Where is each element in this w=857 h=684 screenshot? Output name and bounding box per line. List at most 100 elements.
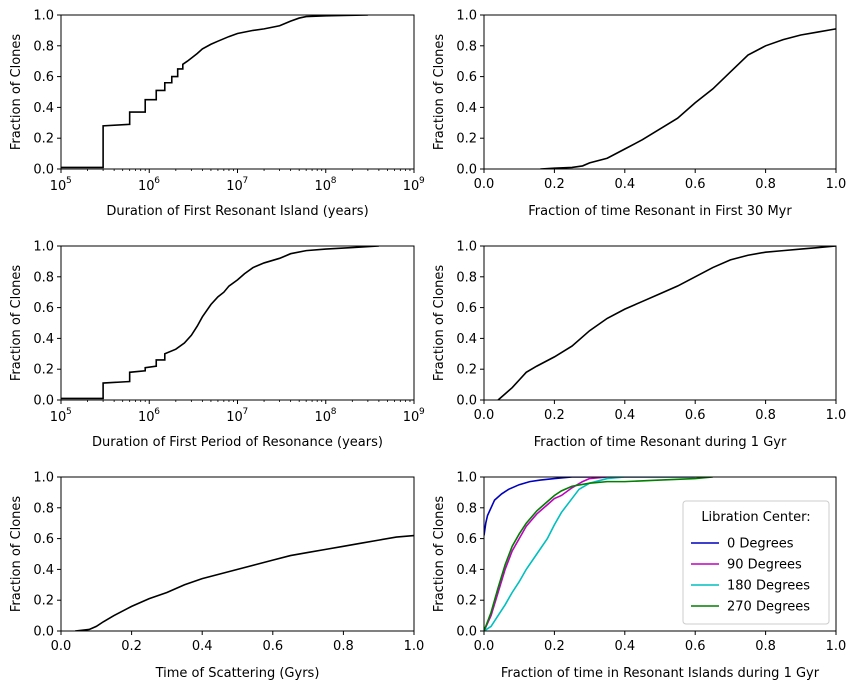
y-tick-label: 0.0 [33, 625, 54, 640]
x-tick-exponent: 6 [154, 407, 160, 417]
y-tick-label: 1.0 [456, 471, 477, 486]
x-tick-exponent: 5 [66, 176, 72, 186]
y-tick-label: 0.2 [456, 132, 477, 147]
y-tick-label: 0.0 [33, 163, 54, 178]
y-tick-label: 0.4 [33, 332, 54, 347]
chart-panel-1: 0.00.20.40.60.81.010 5 10 6 10 7 10 8 10 9Duratio… [9, 9, 425, 220]
x-axis-label: Time of Scattering (Gyrs) [155, 666, 320, 681]
y-tick-label: 0.0 [456, 394, 477, 409]
x-tick-label: 1.0 [404, 639, 425, 654]
x-tick-label: 0.6 [262, 639, 283, 654]
x-tick-label: 0.2 [121, 639, 142, 654]
y-tick-label: 0.6 [33, 532, 54, 547]
x-tick-label: 10 [138, 410, 155, 425]
y-axis-label: Fraction of Clones [9, 496, 24, 613]
legend-box [682, 500, 830, 625]
x-tick-label: 0.6 [685, 408, 706, 423]
x-tick-label: 0.8 [333, 639, 354, 654]
legend-entry: 270 Degrees [727, 600, 810, 615]
y-tick-label: 1.0 [456, 9, 477, 24]
axes-frame [483, 245, 837, 401]
x-tick-exponent: 8 [331, 176, 337, 186]
x-tick-label: 1.0 [826, 177, 847, 192]
series-line-all [61, 246, 379, 400]
axes-frame [483, 14, 837, 170]
x-tick-exponent: 8 [331, 407, 337, 417]
x-tick-label: 1.0 [826, 639, 847, 654]
series-line-90-degrees [484, 477, 696, 631]
y-tick-label: 0.6 [456, 70, 477, 85]
legend-entry: 180 Degrees [727, 579, 810, 594]
series-line-all [75, 534, 414, 631]
x-axis-label: Fraction of time in Resonant Islands dur… [501, 666, 820, 681]
axes-frame [60, 245, 415, 401]
series-line-all [540, 28, 836, 169]
chart-panel-4: 0.0 0.2 0.4 0.6 0.8 1.0 0.0 0.2 0.4 0.6 0.8 1.0 Frac… [432, 240, 846, 451]
y-tick-label: 0.0 [456, 625, 477, 640]
y-axis-label: Fraction of Clones [432, 34, 447, 151]
x-tick-label: 10 [403, 410, 420, 425]
x-tick-exponent: 9 [419, 176, 425, 186]
x-tick-label: 10 [50, 179, 67, 194]
y-tick-label: 0.8 [33, 39, 54, 54]
x-tick-label: 0.0 [474, 177, 495, 192]
chart-panel-3: 0.00.20.40.60.81.010 5 10 6 10 7 10 8 10 9Duratio… [9, 240, 425, 451]
chart-panel-5: 0.0 0.2 0.4 0.6 0.8 1.0 0.0 0.2 0.4 0.6 0.8 1.0 Time… [9, 471, 424, 682]
x-tick-exponent: 6 [154, 176, 160, 186]
x-axis-label: Duration of First Period of Resonance (y… [92, 435, 383, 450]
y-tick-label: 0.4 [456, 101, 477, 116]
y-tick-label: 1.0 [33, 471, 54, 486]
x-tick-label: 0.8 [755, 408, 776, 423]
y-tick-label: 1.0 [456, 240, 477, 255]
y-axis-label: Fraction of Clones [432, 265, 447, 382]
series-line-all [497, 246, 836, 400]
y-tick-label: 0.2 [456, 363, 477, 378]
axes-frame [60, 14, 415, 170]
y-tick-label: 0.6 [33, 301, 54, 316]
x-axis-label: Duration of First Resonant Island (years… [106, 204, 368, 219]
y-tick-label: 0.4 [456, 332, 477, 347]
y-tick-label: 0.6 [456, 532, 477, 547]
chart-panel-6: 0.0 0.2 0.4 0.6 0.8 1.0 0.0 0.2 0.4 0.6 0.8 1.0 Frac… [432, 471, 846, 682]
y-tick-label: 0.4 [33, 563, 54, 578]
x-tick-label: 10 [50, 410, 67, 425]
axes-frame [483, 476, 837, 632]
x-tick-label: 0.0 [474, 639, 495, 654]
legend-entry: 0 Degrees [727, 537, 794, 552]
y-axis-label: Fraction of Clones [9, 265, 24, 382]
x-tick-label: 10 [226, 410, 243, 425]
legend: Libration Center: 0 Degrees 90 Degrees 180 … [682, 500, 830, 625]
y-tick-label: 0.6 [456, 301, 477, 316]
x-tick-label: 0.6 [685, 177, 706, 192]
axes-frame [60, 476, 415, 632]
y-tick-label: 1.0 [33, 240, 54, 255]
series-line-180-degrees [484, 477, 696, 631]
x-tick-label: 0.4 [192, 639, 213, 654]
x-tick-label: 0.4 [614, 408, 635, 423]
x-tick-label: 10 [226, 179, 243, 194]
y-tick-label: 0.6 [33, 70, 54, 85]
y-tick-label: 1.0 [33, 9, 54, 24]
x-axis-label: Fraction of time Resonant during 1 Gyr [534, 435, 787, 450]
y-tick-label: 0.8 [456, 39, 477, 54]
x-tick-label: 0.2 [544, 177, 565, 192]
x-tick-exponent: 7 [243, 176, 249, 186]
series-line-all [61, 15, 368, 169]
x-tick-label: 10 [314, 179, 331, 194]
x-tick-label: 10 [314, 410, 331, 425]
y-tick-label: 0.0 [33, 394, 54, 409]
x-tick-label: 0.6 [685, 639, 706, 654]
y-tick-label: 0.0 [456, 163, 477, 178]
y-tick-label: 0.8 [456, 270, 477, 285]
y-tick-label: 0.8 [33, 501, 54, 516]
x-tick-label: 0.4 [614, 177, 635, 192]
y-tick-label: 0.2 [456, 594, 477, 609]
y-tick-label: 0.2 [33, 132, 54, 147]
x-tick-label: 0.4 [614, 639, 635, 654]
x-tick-label: 10 [138, 179, 155, 194]
y-tick-label: 0.8 [33, 270, 54, 285]
x-tick-label: 0.0 [474, 408, 495, 423]
x-tick-exponent: 7 [243, 407, 249, 417]
x-tick-label: 0.2 [544, 639, 565, 654]
